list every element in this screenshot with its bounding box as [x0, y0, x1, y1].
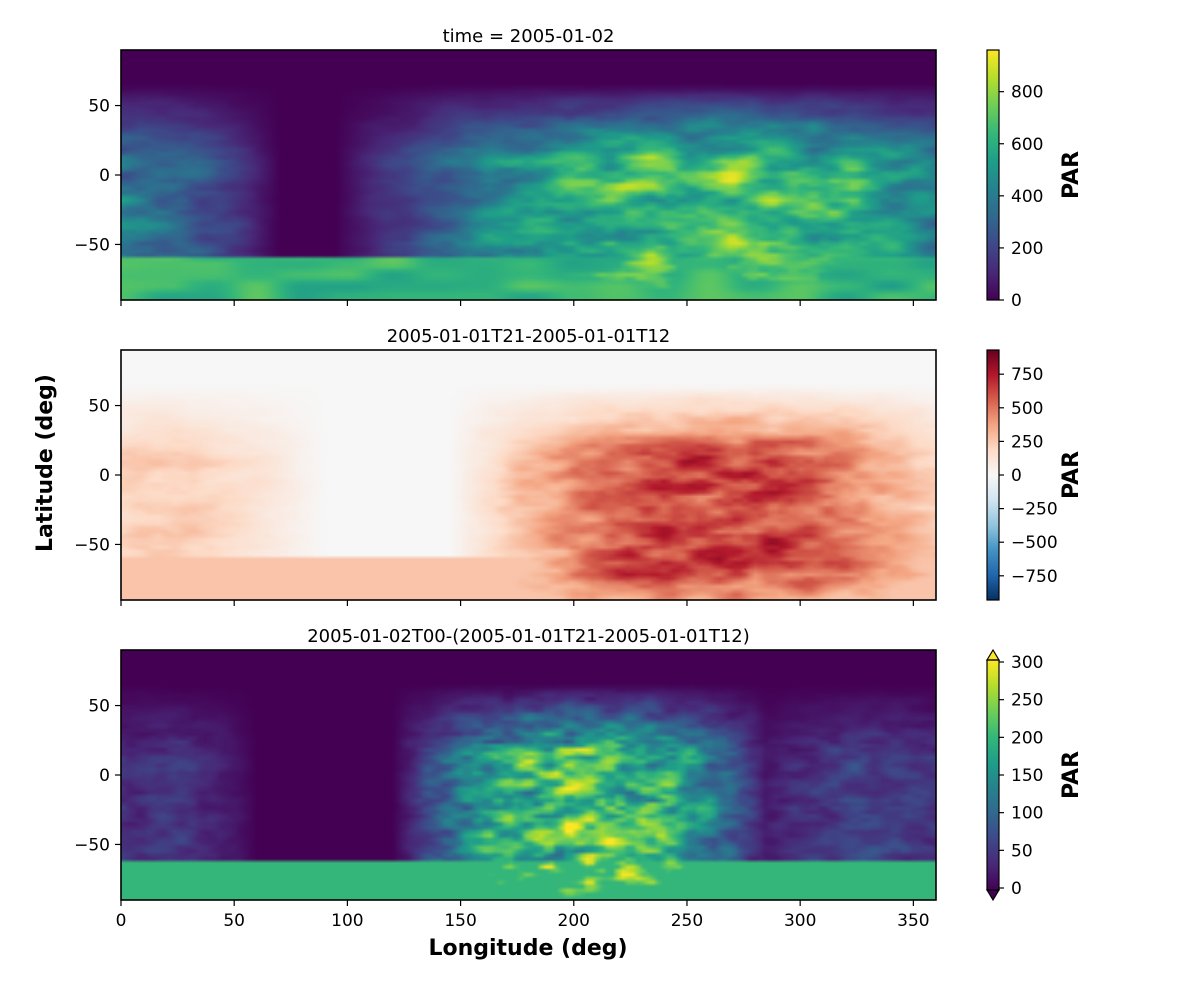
panel-title: 2005-01-01T21-2005-01-01T12	[387, 326, 671, 347]
x-tick-label: 100	[331, 911, 363, 931]
y-tick-label: 0	[99, 466, 110, 486]
y-tick-label: −50	[74, 835, 110, 855]
x-tick-label: 200	[558, 911, 590, 931]
colorbar-tick-label: 500	[1011, 399, 1043, 419]
colorbar-tick-label: 600	[1011, 135, 1043, 155]
colorbar-tick-label: −500	[1011, 533, 1058, 553]
panel-title: 2005-01-02T00-(2005-01-01T21-2005-01-01T…	[307, 626, 750, 647]
y-tick-label: 50	[88, 697, 110, 717]
colorbar-tick-label: 150	[1011, 766, 1043, 786]
y-tick-label: 50	[88, 97, 110, 117]
heatmap-image	[121, 350, 936, 600]
x-axis-label: Longitude (deg)	[428, 936, 627, 961]
colorbar-label: PAR	[1059, 751, 1084, 799]
x-tick-label: 50	[223, 911, 245, 931]
y-axis-label: Latitude (deg)	[33, 374, 58, 552]
x-tick-label: 150	[444, 911, 476, 931]
heatmap-image	[121, 650, 936, 900]
colorbar-label: PAR	[1059, 451, 1084, 499]
colorbar-fill	[987, 660, 999, 890]
colorbar-tick-label: 200	[1011, 728, 1043, 748]
colorbar-fill	[987, 50, 999, 300]
x-tick-label: 250	[671, 911, 703, 931]
colorbar-tick-label: 200	[1011, 239, 1043, 259]
colorbar-tick-label: 100	[1011, 804, 1043, 824]
y-tick-label: −50	[74, 535, 110, 555]
colorbar-tick-label: −250	[1011, 500, 1058, 520]
colorbar-fill	[987, 350, 999, 600]
panel-3: 2005-01-02T00-(2005-01-01T21-2005-01-01T…	[74, 626, 1084, 931]
y-tick-label: 0	[99, 166, 110, 186]
colorbar-frame	[986, 49, 1000, 301]
colorbar-tick-label: 0	[1011, 291, 1022, 311]
y-tick-label: 50	[88, 397, 110, 417]
y-tick-label: 0	[99, 766, 110, 786]
colorbar: 750 500 250 0 −250 −500 −750 PAR	[986, 349, 1084, 601]
colorbar-extend-max	[985, 648, 1001, 661]
colorbar-tick-label: 50	[1011, 841, 1033, 861]
colorbar-tick-label: 400	[1011, 187, 1043, 207]
colorbar-tick-label: 250	[1011, 432, 1043, 452]
x-tick-label: 350	[897, 911, 929, 931]
colorbar-tick-label: 800	[1011, 83, 1043, 103]
colorbar: 0 50 100 150 200 250 300 PAR	[985, 648, 1084, 902]
panel-title: time = 2005-01-02	[443, 26, 615, 47]
colorbar-tick-label: 0	[1011, 879, 1022, 899]
colorbar-tick-label: 0	[1011, 466, 1022, 486]
colorbar-tick-label: 300	[1011, 653, 1043, 673]
heatmap-image	[121, 50, 936, 300]
colorbar: 0 200 400 600 800 PAR	[986, 49, 1084, 311]
colorbar-label: PAR	[1059, 151, 1084, 199]
panel-2: 2005-01-01T21-2005-01-01T12−500507505002…	[74, 326, 1084, 606]
colorbar-tick-label: −750	[1011, 567, 1058, 587]
panel-1: time = 2005-01-02 −50 0 50 0 200 400 600 800 PAR	[74, 26, 1084, 311]
colorbar-extend-min	[985, 889, 1001, 902]
x-tick-label: 300	[784, 911, 816, 931]
y-tick-label: −50	[74, 235, 110, 255]
colorbar-tick-label: 250	[1011, 691, 1043, 711]
colorbar-tick-label: 750	[1011, 365, 1043, 385]
x-tick-label: 0	[116, 911, 127, 931]
